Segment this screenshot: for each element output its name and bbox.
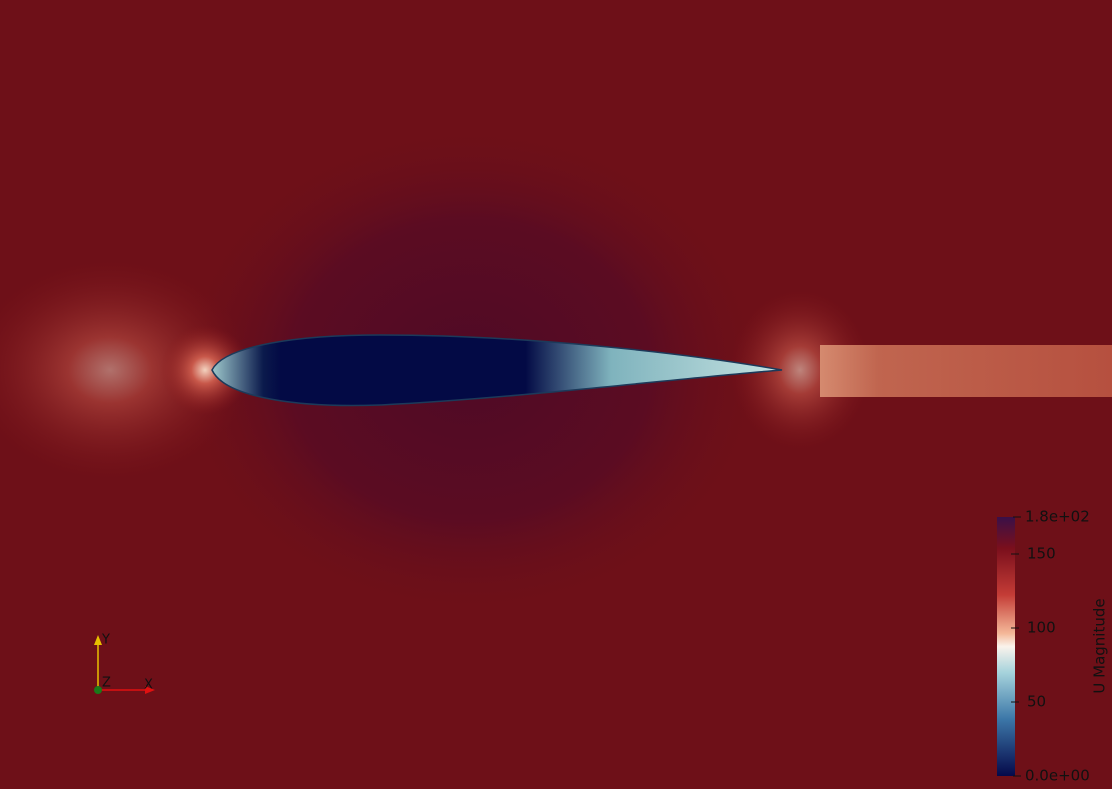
color-bar-title: U Magnitude (1091, 598, 1109, 693)
axis-label: Y (101, 633, 110, 648)
range-label: 1.8e+02 (1025, 508, 1090, 526)
upstream-region (0, 260, 250, 480)
tick-label: 100 (1027, 619, 1056, 637)
axes-triad: Y Z X (94, 633, 155, 694)
z-axis-dot (94, 686, 102, 694)
tick-label: 150 (1027, 545, 1056, 563)
color-bar-ticks: 0.0e+00 1.8e+02 50 100 150 (1011, 508, 1090, 785)
axis-label: Z (102, 676, 111, 691)
color-bar (997, 517, 1015, 776)
x-arrow-head (145, 686, 155, 694)
airfoil (211, 334, 783, 407)
tick-label: 50 (1027, 693, 1046, 711)
y-arrow-head (94, 635, 102, 645)
trailing-region (730, 290, 870, 450)
range-label: 0.0e+00 (1025, 767, 1090, 785)
axis-label: X (144, 678, 153, 693)
stagnation-region (160, 325, 250, 415)
wake (820, 345, 1112, 397)
